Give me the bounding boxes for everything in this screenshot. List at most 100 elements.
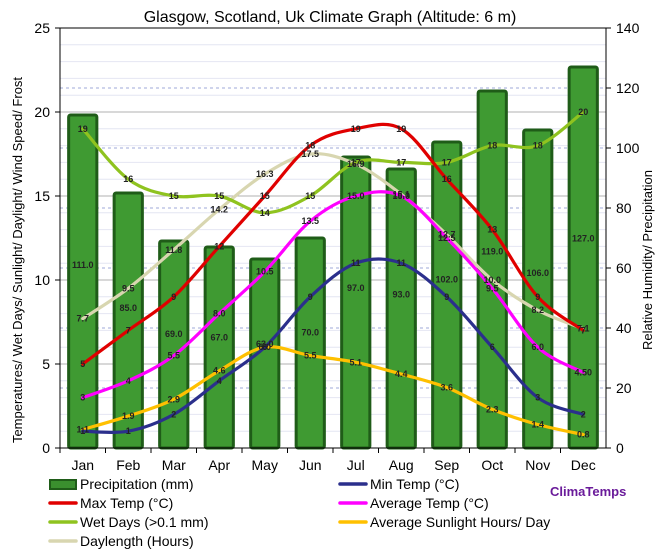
wet-value-label: 15 xyxy=(214,191,224,201)
min-value-label: 6 xyxy=(262,342,267,352)
precip-value-label: 97.0 xyxy=(347,283,365,293)
day-value-label: 8.2 xyxy=(531,305,544,315)
sun-value-label: 1.1 xyxy=(76,425,89,435)
precip-bar xyxy=(112,191,144,450)
wet-value-label: 14 xyxy=(260,208,270,218)
left-tick-label: 5 xyxy=(42,356,50,372)
day-value-label: 16.9 xyxy=(347,159,365,169)
legend: Precipitation (mm) Min Temp (°C) Max Temp … xyxy=(48,476,550,549)
legend-label: Wet Days (>0.1 mm) xyxy=(80,514,209,530)
avg-value-label: 10.5 xyxy=(256,267,274,277)
wet-value-label: 18 xyxy=(533,141,543,151)
min-value-label: 2 xyxy=(171,409,176,419)
max-value-label: 15 xyxy=(260,191,270,201)
x-tick-label: Jun xyxy=(299,457,322,473)
right-tick-label: 120 xyxy=(616,80,640,96)
precip-value-label: 119.0 xyxy=(481,247,503,257)
day-value-label: 12.7 xyxy=(438,230,456,240)
x-tick-label: Mar xyxy=(162,457,186,473)
legend-label: Min Temp (°C) xyxy=(370,476,459,492)
avg-value-label: 13.5 xyxy=(301,216,319,226)
day-value-label: 10.0 xyxy=(483,275,501,285)
day-value-label: 17.5 xyxy=(301,149,319,159)
left-tick-label: 10 xyxy=(34,272,50,288)
chart-title: Glasgow, Scotland, Uk Climate Graph (Alt… xyxy=(144,9,517,26)
avg-value-label: 5.5 xyxy=(167,351,180,361)
day-value-label: 9.5 xyxy=(122,283,135,293)
avg-value-label: 12.5 xyxy=(438,233,456,243)
max-value-label: 19 xyxy=(351,124,361,134)
x-tick-label: Oct xyxy=(481,457,503,473)
left-tick-label: 20 xyxy=(34,104,50,120)
right-tick-label: 0 xyxy=(616,440,624,456)
plot-background xyxy=(59,27,607,449)
right-axis-title: Relative Humidity/ Precipitation xyxy=(640,170,655,350)
wet-days-line xyxy=(81,110,585,215)
legend-label: Average Temp (°C) xyxy=(370,495,489,511)
plot-area xyxy=(59,27,607,449)
left-tick-label: 0 xyxy=(42,440,50,456)
max-value-label: 7 xyxy=(126,325,131,335)
legend-label: Daylength (Hours) xyxy=(80,533,194,549)
min-value-label: 2 xyxy=(581,409,586,419)
avg-value-label: 15.0 xyxy=(392,191,410,201)
wet-value-label: 17 xyxy=(351,157,361,167)
max-value-label: 19 xyxy=(396,124,406,134)
right-tick-label: 40 xyxy=(616,320,632,336)
sun-value-label: 4.4 xyxy=(395,369,408,379)
x-tick-label: Apr xyxy=(208,457,230,473)
precip-bar xyxy=(203,245,235,450)
sun-value-label: 2.9 xyxy=(167,394,180,404)
max-value-label: 18 xyxy=(305,141,315,151)
sun-value-label: 3.6 xyxy=(440,383,453,393)
x-tick-label: Jul xyxy=(347,457,365,473)
x-tick-label: Jan xyxy=(71,457,94,473)
x-tick-label: Sep xyxy=(434,457,459,473)
wet-value-label: 17 xyxy=(396,157,406,167)
precip-value-label: 69.0 xyxy=(165,329,183,339)
precip-bar xyxy=(294,236,326,450)
wet-value-label: 16 xyxy=(123,174,133,184)
right-tick-label: 20 xyxy=(616,380,632,396)
avg-value-label: 9.5 xyxy=(486,283,499,293)
max-value-label: 9 xyxy=(535,292,540,302)
wet-value-label: 17 xyxy=(442,157,452,167)
sun-value-label: 5.5 xyxy=(304,351,317,361)
x-tick-label: Dec xyxy=(571,457,596,473)
avg-value-label: 4.50 xyxy=(574,367,592,377)
legend-swatch-bar xyxy=(49,479,77,490)
avg-value-label: 4 xyxy=(126,376,131,386)
max-value-label: 12 xyxy=(214,241,224,251)
min-value-label: 6 xyxy=(490,342,495,352)
sun-value-label: 5.1 xyxy=(349,357,362,367)
day-value-label: 16.3 xyxy=(256,169,274,179)
legend-label: Precipitation (mm) xyxy=(80,476,194,492)
sun-value-label: 4.6 xyxy=(213,366,226,376)
data-labels: 111.085.069.0 67.063.070.097.093.0102.011… xyxy=(72,107,595,440)
min-value-label: 11 xyxy=(351,258,361,268)
max-value-label: 7 xyxy=(581,325,586,335)
avg-value-label: 8.0 xyxy=(213,309,226,319)
right-tick-label: 80 xyxy=(616,200,632,216)
precip-bar xyxy=(567,65,599,450)
daylength-line xyxy=(81,152,585,331)
avg-value-label: 3 xyxy=(80,393,85,403)
legend-label: Max Temp (°C) xyxy=(80,495,173,511)
precip-value-label: 102.0 xyxy=(435,275,458,285)
wet-value-label: 15 xyxy=(169,191,179,201)
x-tick-label: Aug xyxy=(389,457,414,473)
min-value-label: 9 xyxy=(308,292,313,302)
precip-value-label: 111.0 xyxy=(72,260,94,270)
left-axis-title: Temperatures/ Wet Days/ Sunlight/ Daylig… xyxy=(10,77,25,443)
brand-logo-text: ClimaTemps xyxy=(550,484,626,499)
min-value-label: 3 xyxy=(535,393,540,403)
min-value-label: 1 xyxy=(80,426,85,436)
wet-value-label: 18 xyxy=(487,141,497,151)
sun-value-label: 0.8 xyxy=(577,430,590,440)
right-tick-label: 100 xyxy=(616,140,640,156)
x-tick-label: May xyxy=(252,457,278,473)
precip-value-label: 85.0 xyxy=(119,303,137,313)
grid-lines xyxy=(60,44,606,432)
